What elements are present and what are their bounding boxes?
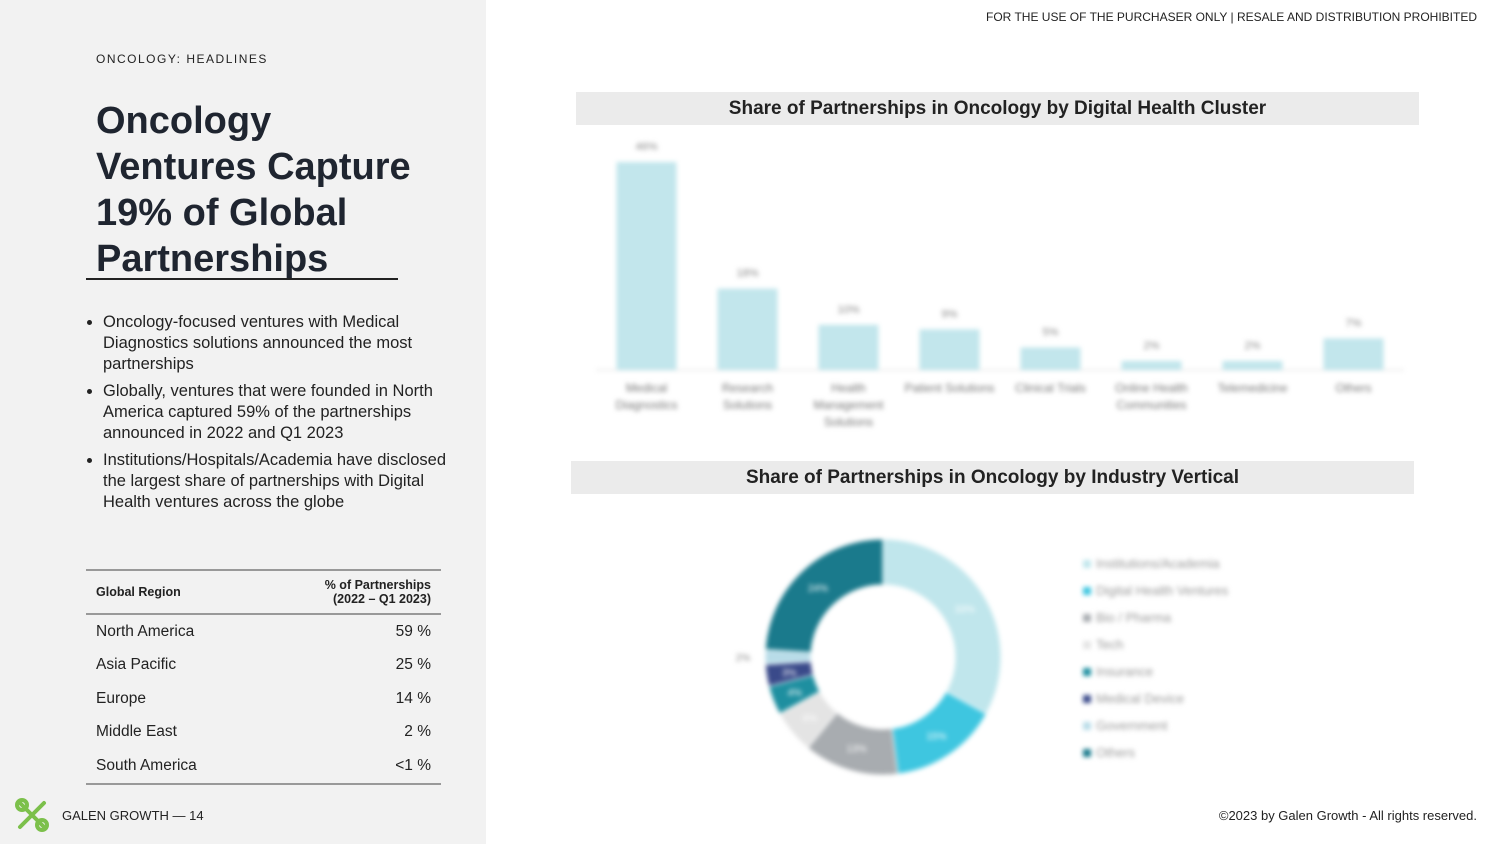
bar <box>717 288 778 370</box>
bar <box>919 329 980 370</box>
bullet: Oncology-focused ventures with Medical D… <box>103 312 453 375</box>
value-label: 24% <box>808 584 828 595</box>
copyright: ©2023 by Galen Growth - All rights reser… <box>1218 808 1477 823</box>
brand: GALEN GROWTH — 14 <box>62 808 204 823</box>
logo <box>15 798 49 832</box>
legend-label: Insurance <box>1096 664 1153 679</box>
category-label: Health Management Solutions <box>813 381 884 429</box>
chart-marks: 46% 18% 10% 9% 5% 2% 2% 7% 33% Institutions/Acade… <box>596 141 1404 776</box>
cell: 14 % <box>395 689 431 707</box>
legend-swatch <box>1083 749 1091 757</box>
row: Asia Pacific 25 % <box>86 649 441 683</box>
value-label: 9% <box>942 308 958 320</box>
legend-label: Bio / Pharma <box>1096 610 1172 625</box>
eyebrow: ONCOLOGY: HEADLINES <box>96 52 268 66</box>
row: South America <1 % <box>86 749 441 785</box>
cell: North America <box>96 622 195 640</box>
legend-swatch <box>1083 695 1091 703</box>
legend-label: Others <box>1096 745 1136 760</box>
legend-label: Institutions/Academia <box>1096 556 1220 571</box>
legend-label: Government <box>1096 718 1168 733</box>
notice: FOR THE USE OF THE PURCHASER ONLY | RESA… <box>986 10 1477 24</box>
column-header: Global Region <box>86 569 301 615</box>
divider <box>86 278 398 280</box>
side-panel <box>0 0 486 844</box>
value-label: 46% <box>635 141 657 153</box>
value-label: 3% <box>782 668 797 679</box>
legend-swatch <box>1083 560 1091 568</box>
column-header: % of Partnerships (2022 – Q1 2023) <box>301 569 441 615</box>
legend-label: Tech <box>1096 637 1123 652</box>
value-label: 33% <box>955 605 975 616</box>
bar <box>1222 360 1283 370</box>
cell: Middle East <box>96 723 177 741</box>
value-label: 7% <box>1346 317 1362 329</box>
legend-swatch <box>1083 641 1091 649</box>
category-label: Online Health Communities <box>1115 381 1188 412</box>
bar <box>616 162 677 370</box>
category-label: Clinical Trials <box>1015 381 1086 395</box>
category-label: Patient Solutions <box>904 381 995 395</box>
donut-slice <box>882 538 1002 715</box>
category-label: Telemedicine <box>1217 381 1288 395</box>
cell: South America <box>86 749 301 785</box>
category-label: Others <box>1335 381 1372 395</box>
cell: Europe <box>96 689 146 707</box>
legend-swatch <box>1083 668 1091 676</box>
headline: Oncology Ventures Capture 19% of Global … <box>96 100 411 280</box>
value-label: 2% <box>1245 340 1261 352</box>
chart-title: Share of Partnerships in Oncology by Dig… <box>576 92 1419 125</box>
category-label: Research Solutions <box>721 381 774 412</box>
value-label: 13% <box>846 744 866 755</box>
legend-label: Medical Device <box>1096 691 1184 706</box>
cell: <1 % <box>301 749 441 785</box>
row: Middle East 2 % <box>86 716 441 750</box>
bar <box>1020 347 1081 370</box>
cell: Asia Pacific <box>96 656 177 674</box>
bar <box>1121 360 1182 370</box>
legend-swatch <box>1083 587 1091 595</box>
row: North America 59 % <box>86 614 441 649</box>
value-label: 2% <box>1144 340 1160 352</box>
legend-label: Digital Health Ventures <box>1096 583 1229 598</box>
header-row: Global Region % of Partnerships (2022 – … <box>86 569 441 615</box>
value-label: 5% <box>1043 326 1059 338</box>
bullet: Institutions/Hospitals/Academia have dis… <box>103 450 453 513</box>
cell: 25 % <box>395 656 431 674</box>
bar <box>818 324 879 370</box>
chart-title: Share of Partnerships in Oncology by Ind… <box>571 461 1414 494</box>
region-table: Global Region % of Partnerships (2022 – … <box>86 569 441 785</box>
bullet: Globally, ventures that were founded in … <box>103 381 453 444</box>
bullet-list: Oncology-focused ventures with Medical D… <box>80 312 453 519</box>
legend-swatch <box>1083 614 1091 622</box>
cell: 2 % <box>404 723 431 741</box>
cell: 59 % <box>395 622 431 640</box>
legend-swatch <box>1083 722 1091 730</box>
value-label: 2% <box>736 653 751 664</box>
value-label: 10% <box>837 304 859 316</box>
value-label: 15% <box>926 732 946 743</box>
row: Europe 14 % <box>86 682 441 716</box>
donut-slice <box>764 538 884 654</box>
category-label: Medical Diagnostics <box>615 381 678 412</box>
value-label: 18% <box>736 268 758 280</box>
bar <box>1323 338 1384 370</box>
value-label: 6% <box>803 714 818 725</box>
value-label: 4% <box>787 688 802 699</box>
